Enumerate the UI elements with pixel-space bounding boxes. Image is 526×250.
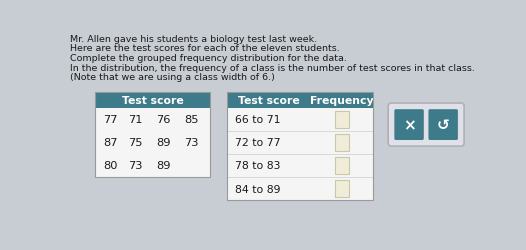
- Text: 77: 77: [104, 115, 118, 125]
- Text: 75: 75: [128, 138, 143, 148]
- FancyBboxPatch shape: [394, 110, 424, 140]
- FancyBboxPatch shape: [388, 104, 464, 146]
- Bar: [227, 131, 372, 154]
- Text: 66 to 71: 66 to 71: [235, 115, 280, 125]
- Text: 87: 87: [104, 138, 118, 148]
- Text: 78 to 83: 78 to 83: [235, 161, 280, 171]
- Bar: [227, 93, 372, 200]
- Text: 71: 71: [128, 115, 143, 125]
- Bar: [227, 108, 372, 131]
- Bar: [335, 134, 349, 151]
- Text: ↺: ↺: [437, 118, 450, 132]
- FancyBboxPatch shape: [429, 110, 458, 140]
- Bar: [335, 111, 349, 128]
- Text: 73: 73: [128, 161, 143, 171]
- Text: In the distribution, the frequency of a class is the number of test scores in th: In the distribution, the frequency of a …: [70, 63, 476, 72]
- Text: Test score: Test score: [238, 96, 300, 106]
- Text: Frequency: Frequency: [310, 96, 373, 106]
- Bar: [227, 93, 372, 108]
- Bar: [95, 108, 210, 177]
- Text: ×: ×: [403, 118, 416, 132]
- Text: Complete the grouped frequency distribution for the data.: Complete the grouped frequency distribut…: [70, 54, 347, 63]
- Text: 76: 76: [156, 115, 170, 125]
- Text: 84 to 89: 84 to 89: [235, 184, 280, 194]
- Bar: [95, 93, 210, 177]
- Bar: [95, 93, 210, 108]
- Bar: [227, 177, 372, 200]
- Text: 73: 73: [184, 138, 198, 148]
- Text: Here are the test scores for each of the eleven students.: Here are the test scores for each of the…: [70, 44, 340, 53]
- Text: Mr. Allen gave his students a biology test last week.: Mr. Allen gave his students a biology te…: [70, 34, 318, 43]
- Text: 89: 89: [156, 161, 170, 171]
- Text: 72 to 77: 72 to 77: [235, 138, 280, 148]
- Bar: [227, 154, 372, 177]
- Text: 89: 89: [156, 138, 170, 148]
- Bar: [335, 157, 349, 174]
- Text: (Note that we are using a class width of 6.): (Note that we are using a class width of…: [70, 73, 275, 82]
- Text: 85: 85: [184, 115, 198, 125]
- Bar: [335, 180, 349, 197]
- Text: Test score: Test score: [122, 96, 184, 106]
- Text: 80: 80: [104, 161, 118, 171]
